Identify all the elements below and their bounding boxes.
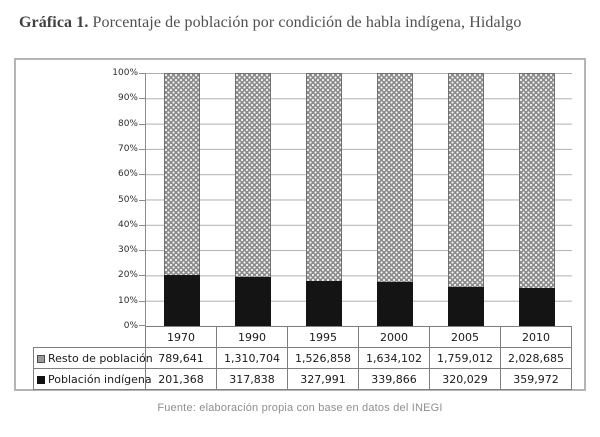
y-tick-label: 80% <box>117 118 138 129</box>
stacked-bar-1990 <box>234 73 271 326</box>
data-table: 1970 1990 1995 2000 2005 2010 Resto de poblaci… <box>33 326 572 390</box>
chart-panel: 100% 90% 80% 70% 60% 50% 40% 30% 20% 10% 0% 1970 19… <box>14 58 586 391</box>
value-cell: 1,310,704 <box>216 347 288 369</box>
stacked-bar-1995 <box>305 73 342 326</box>
value-cell: 327,991 <box>287 368 359 390</box>
value-cell: 2,028,685 <box>500 347 572 369</box>
year-cell: 2010 <box>500 326 572 348</box>
segment-poblacion-indigena <box>305 281 342 326</box>
table-corner-empty <box>34 327 146 348</box>
bar-column-1990 <box>217 73 288 326</box>
chart-title-prefix: Gráfica 1. <box>19 14 89 31</box>
segment-poblacion-indigena <box>447 287 484 326</box>
y-tickmark <box>139 275 146 277</box>
value-cell: 1,634,102 <box>358 347 430 369</box>
y-tickmark <box>139 123 146 125</box>
y-tickmark <box>139 174 146 176</box>
stacked-bar-2010 <box>518 73 555 326</box>
value-cell: 789,641 <box>145 347 217 369</box>
chart-title: Gráfica 1. Porcentaje de población por c… <box>19 14 521 32</box>
bar-column-1995 <box>288 73 359 326</box>
segment-resto-poblacion <box>163 73 200 275</box>
segment-poblacion-indigena <box>234 276 271 326</box>
year-cell: 1995 <box>287 326 359 348</box>
source-note: Fuente: elaboración propia con base en d… <box>157 402 443 414</box>
y-tick-label: 0% <box>123 321 138 331</box>
year-cell: 2005 <box>429 326 501 348</box>
table-row-poblacion-indigena: Población indígena 201,368 317,838 327,991 3… <box>33 368 572 390</box>
segment-poblacion-indigena <box>376 282 413 326</box>
legend-cell: Población indígena <box>33 368 152 390</box>
segment-resto-poblacion <box>518 73 555 288</box>
value-cell: 201,368 <box>145 368 217 390</box>
y-tick-label: 20% <box>117 270 138 281</box>
table-row-years: 1970 1990 1995 2000 2005 2010 <box>34 326 572 348</box>
year-cell: 2000 <box>358 326 430 348</box>
y-tick-label: 60% <box>117 169 138 180</box>
legend-marker-black-icon <box>37 375 45 384</box>
stacked-bar-2005 <box>447 73 484 326</box>
legend-label: Resto de población <box>48 351 153 365</box>
y-tick-label: 10% <box>117 295 138 306</box>
legend-cell: Resto de población <box>33 347 153 369</box>
segment-resto-poblacion <box>234 73 271 277</box>
bar-column-2005 <box>430 73 501 326</box>
chart-title-text: Porcentaje de población por condición de… <box>88 14 522 31</box>
bars-container <box>146 73 572 326</box>
y-tick-label: 30% <box>117 245 138 256</box>
bar-column-1970 <box>146 73 217 326</box>
y-axis: 100% 90% 80% 70% 60% 50% 40% 30% 20% 10% 0% <box>16 60 138 331</box>
value-cell: 1,526,858 <box>287 347 359 369</box>
y-tickmark <box>139 148 146 150</box>
y-tickmark <box>139 325 146 326</box>
y-tickmark <box>139 250 146 252</box>
bar-column-2010 <box>501 73 572 326</box>
year-cell: 1990 <box>216 326 288 348</box>
segment-poblacion-indigena <box>518 287 555 326</box>
y-tick-label: 90% <box>117 93 138 104</box>
year-cell: 1970 <box>145 326 217 348</box>
y-tickmark <box>139 300 146 302</box>
segment-resto-poblacion <box>447 73 484 288</box>
y-tick-label: 40% <box>117 219 138 230</box>
y-tickmark <box>139 73 146 74</box>
value-cell: 320,029 <box>429 368 501 390</box>
stacked-bar-1970 <box>163 73 200 326</box>
y-tick-label: 70% <box>117 143 138 154</box>
y-tick-label: 100% <box>112 68 138 78</box>
segment-poblacion-indigena <box>163 274 200 326</box>
value-cell: 1,759,012 <box>429 347 501 369</box>
table-row-resto-poblacion: Resto de población 789,641 1,310,704 1,526,… <box>33 347 572 369</box>
segment-resto-poblacion <box>376 73 413 283</box>
value-cell: 359,972 <box>500 368 572 390</box>
value-cell: 339,866 <box>358 368 430 390</box>
segment-resto-poblacion <box>305 73 342 282</box>
bar-column-2000 <box>359 73 430 326</box>
value-cell: 317,838 <box>216 368 288 390</box>
y-tickmark <box>139 98 146 100</box>
legend-marker-gray-icon <box>37 354 45 363</box>
plot-area <box>139 73 572 326</box>
legend-label: Población indígena <box>48 372 152 386</box>
y-tick-label: 50% <box>117 194 138 205</box>
y-tickmark <box>139 199 146 201</box>
stacked-bar-2000 <box>376 73 413 326</box>
y-tickmark <box>139 224 146 226</box>
